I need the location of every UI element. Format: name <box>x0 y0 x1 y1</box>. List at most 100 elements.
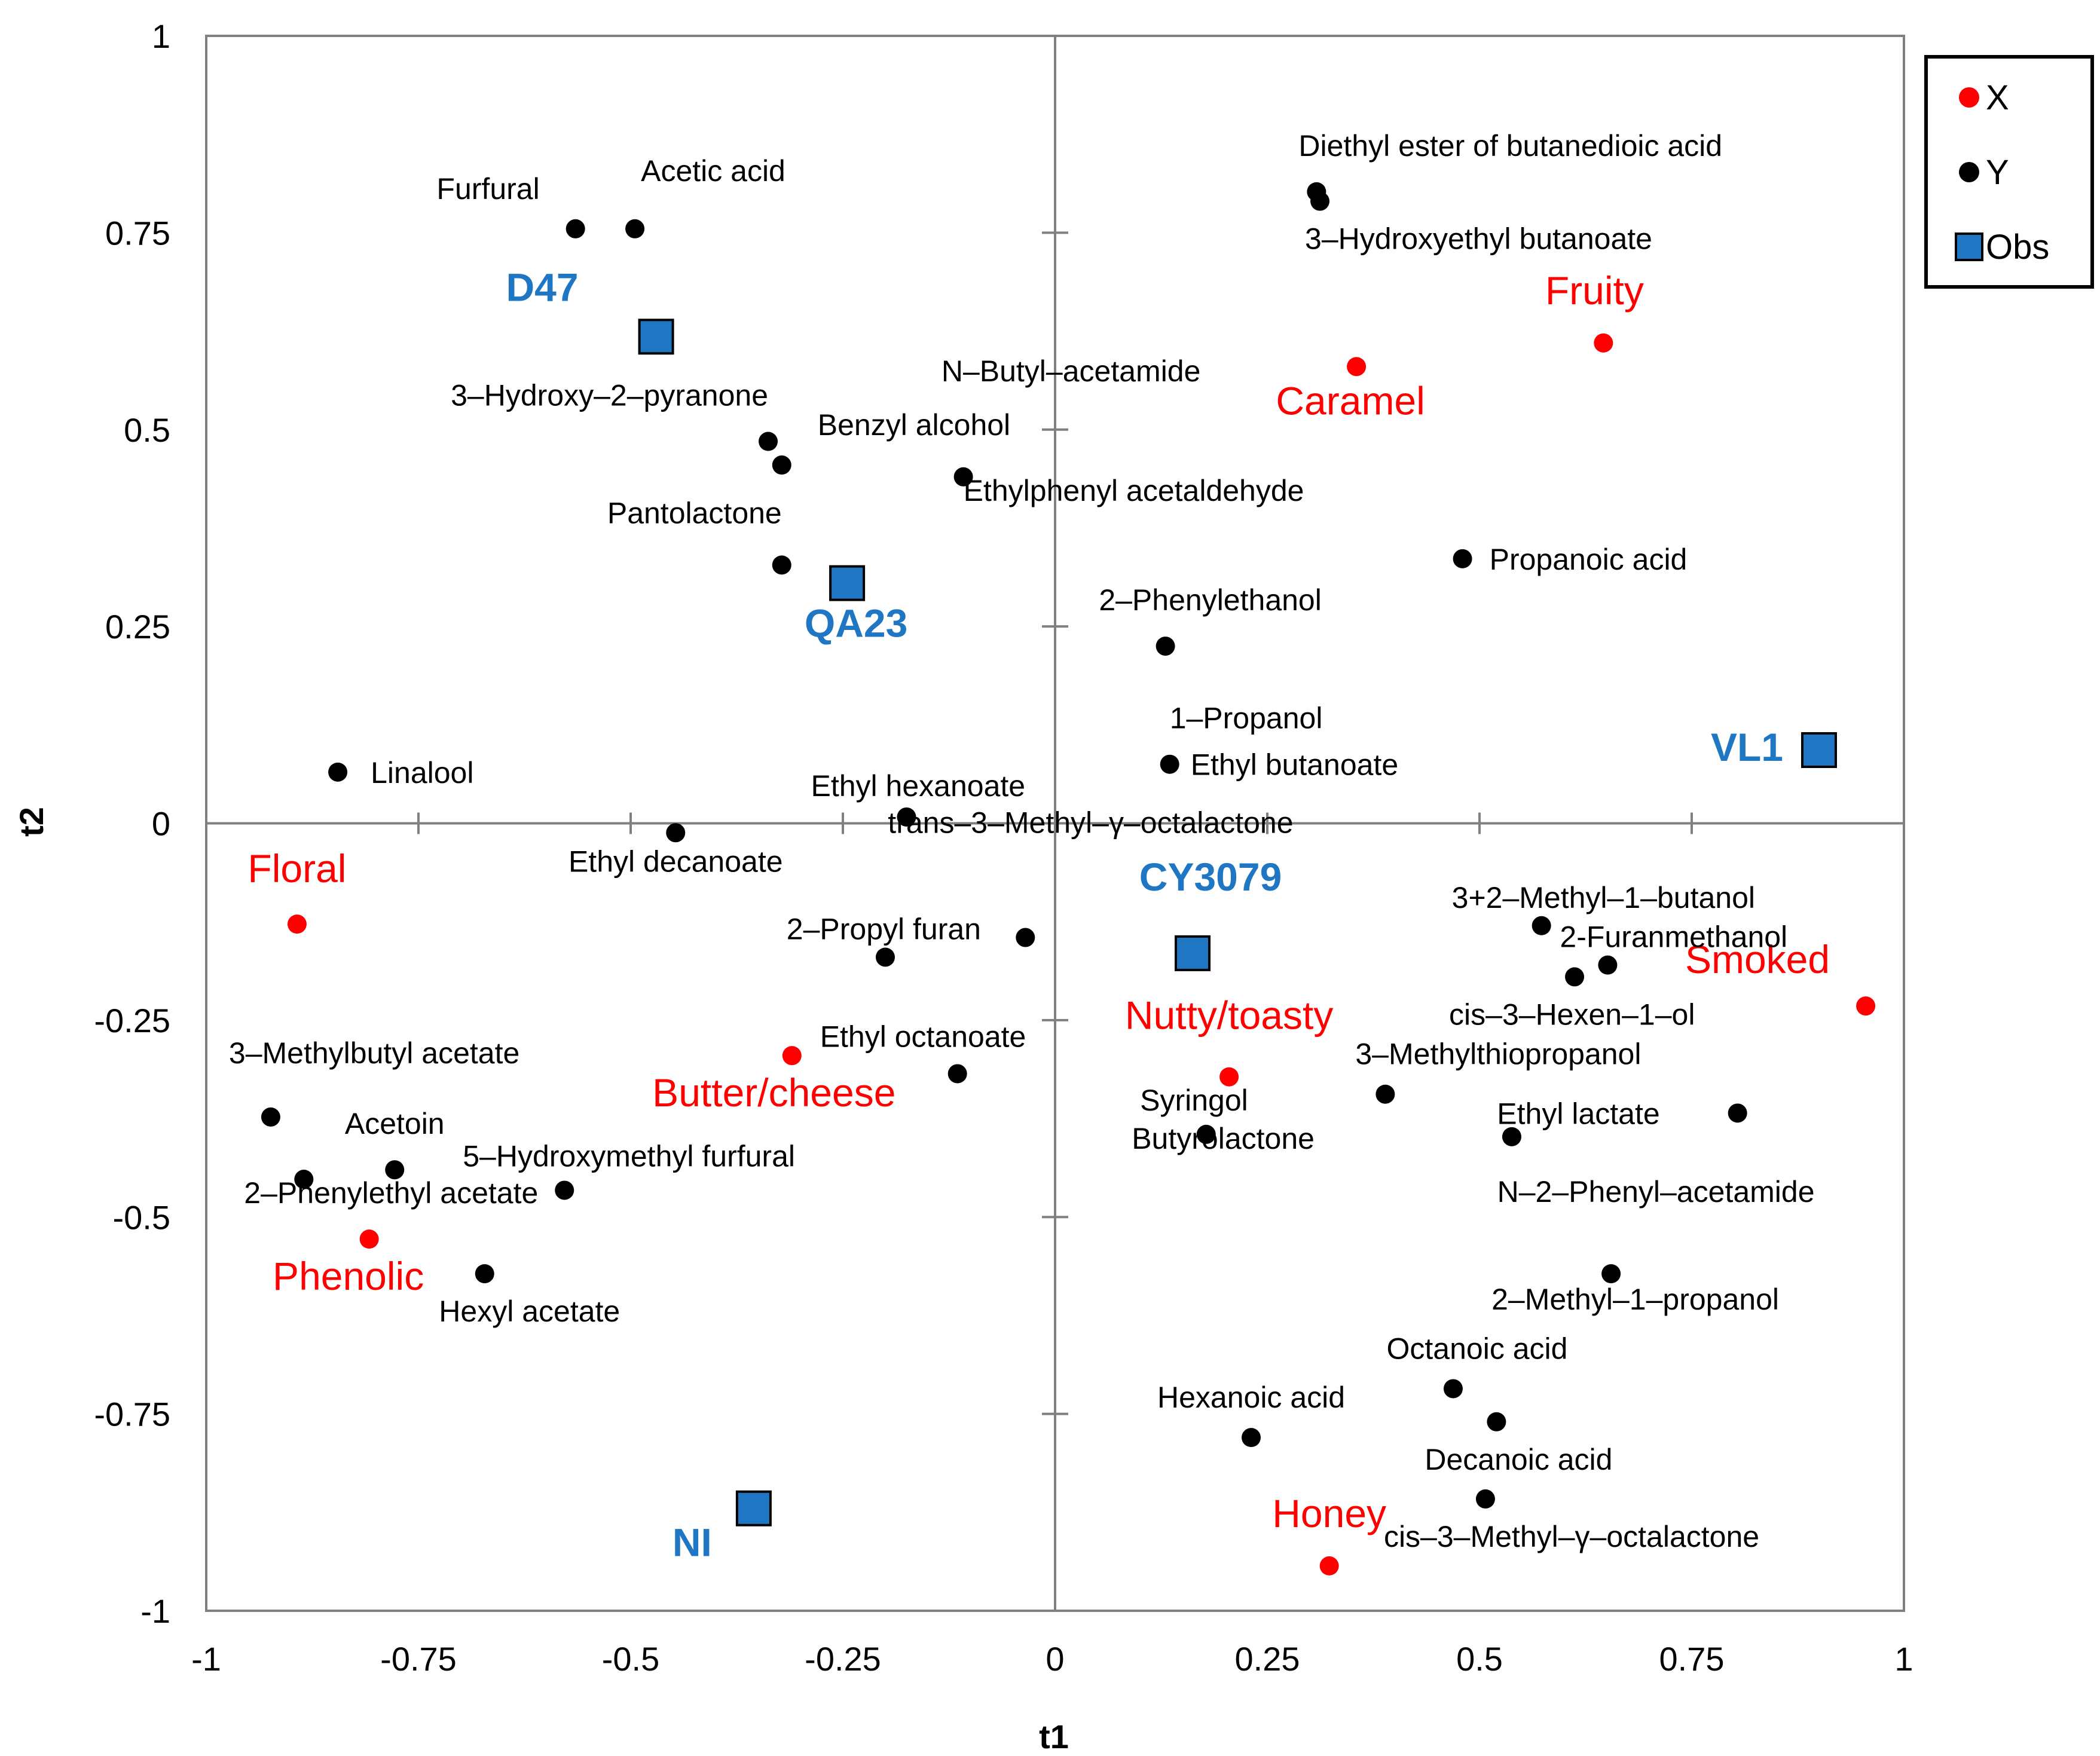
point-label-ethylphenyl-acetaldehyde: Ethylphenyl acetaldehyde <box>964 474 1304 507</box>
point-label-phenolic: Phenolic <box>273 1254 424 1298</box>
x-point-smoked <box>1856 996 1876 1016</box>
x-point-honey <box>1319 1556 1339 1575</box>
y-point-3-hydroxyethyl-butanoate <box>1310 191 1330 211</box>
ticks: -1 -0.75 -0.5 -0.25 0 0.25 0.5 0.75 1 -1 -0.75 -0.5… <box>94 17 1913 1678</box>
point-label-trans-3-methyl-octalactone: trans–3–Methyl–γ–octalactone <box>888 806 1293 840</box>
y-point-3-methylbutyl-acetate <box>261 1107 280 1127</box>
point-label-5-hydroxymethyl-furfural: 5–Hydroxymethyl furfural <box>463 1139 795 1173</box>
obs-point-ni <box>735 1490 772 1526</box>
point-label-3-2-methyl-1-butanol: 3+2–Methyl–1–butanol <box>1452 881 1755 914</box>
y-point-2-phenylethanol <box>1156 637 1175 656</box>
y-axis-title: t2 <box>13 807 50 837</box>
x-tick-label: 0 <box>1046 1640 1064 1678</box>
point-label-vl1: VL1 <box>1711 725 1783 769</box>
point-label-2-methyl-1-propanol: 2–Methyl–1–propanol <box>1491 1283 1779 1316</box>
axes <box>205 35 1905 1612</box>
point-label-octanoic-acid: Octanoic acid <box>1387 1332 1568 1365</box>
y-point-benzyl-alcohol <box>772 455 791 475</box>
point-label-n-butyl-acetamide: N–Butyl–acetamide <box>942 354 1201 388</box>
y-point-cis-3-hexen-1-ol <box>1565 967 1585 987</box>
legend-box <box>1924 55 2094 289</box>
y-point-syringol <box>1196 1124 1216 1144</box>
point-label-3-methylthiopropanol: 3–Methylthiopropanol <box>1355 1038 1641 1071</box>
y-tick-label: 0.25 <box>105 608 170 646</box>
point-label-hexanoic-acid: Hexanoic acid <box>1157 1381 1345 1414</box>
y-point-n-2-phenyl-acetamide <box>1601 1264 1621 1284</box>
point-label-3-methylbutyl-acetate: 3–Methylbutyl acetate <box>229 1036 519 1070</box>
x-point-caramel <box>1347 357 1367 377</box>
y-point-ethyl-octanoate <box>947 1064 967 1084</box>
y-point-ethyl-decanoate <box>666 823 686 843</box>
point-label-linalool: Linalool <box>371 756 473 790</box>
point-label-cis-3-hexen-1-ol: cis–3–Hexen–1–ol <box>1449 998 1695 1031</box>
point-label-ethyl-hexanoate: Ethyl hexanoate <box>811 769 1026 803</box>
point-label-floral: Floral <box>247 846 346 891</box>
y-point-decanoic-acid <box>1487 1412 1506 1431</box>
point-label-3-hydroxy-2-pyranone: 3–Hydroxy–2–pyranone <box>451 379 768 412</box>
point-label-2-phenylethanol: 2–Phenylethanol <box>1099 583 1322 617</box>
point-label-syringol: Syringol <box>1140 1084 1248 1117</box>
y-tick-label: 0.5 <box>124 411 170 449</box>
y-point-cis-3-methyl-octalactone <box>1475 1489 1495 1509</box>
x-tick-label: -1 <box>191 1640 221 1678</box>
point-label-1-propanol: 1–Propanol <box>1170 702 1323 735</box>
point-label-3-hydroxyethyl-butanoate: 3–Hydroxyethyl butanoate <box>1305 222 1652 256</box>
point-label-honey: Honey <box>1272 1491 1386 1535</box>
x-tick-label: 1 <box>1894 1640 1913 1678</box>
point-label-ethyl-lactate: Ethyl lactate <box>1497 1097 1659 1130</box>
y-point-n-butyl-acetamide <box>953 467 973 487</box>
point-label-smoked: Smoked <box>1685 937 1830 981</box>
point-label-ni: NI <box>673 1521 712 1565</box>
point-label-propanoic-acid: Propanoic acid <box>1490 543 1688 576</box>
x-tick-label: 0.75 <box>1659 1640 1725 1678</box>
x-point-floral <box>287 914 307 934</box>
obs-point-vl1 <box>1801 732 1837 768</box>
legend-marker-obs <box>1955 232 1983 261</box>
y-point-hexanoic-acid <box>1242 1428 1261 1448</box>
point-label-butter-cheese: Butter/cheese <box>652 1070 895 1115</box>
obs-point-qa23 <box>829 565 866 601</box>
y-point-propanoic-acid <box>1453 549 1472 568</box>
axis-titles: t1 t2 <box>13 807 1069 1755</box>
obs-point-d47 <box>638 319 674 355</box>
point-label-fruity: Fruity <box>1545 268 1644 313</box>
y-tick-label: 0 <box>152 805 170 843</box>
point-label-n-2-phenyl-acetamide: N–2–Phenyl–acetamide <box>1497 1175 1815 1209</box>
x-point-phenolic <box>359 1229 379 1249</box>
y-point-ethyl-hexanoate <box>897 807 916 827</box>
y-point-hexyl-acetate <box>475 1264 494 1284</box>
point-label-furfural: Furfural <box>436 172 539 206</box>
point-label-cis-3-methyl-octalactone: cis–3–Methyl–γ–octalactone <box>1384 1520 1759 1553</box>
point-label-d47: D47 <box>506 265 579 309</box>
legend-marker-x <box>1959 87 1979 108</box>
y-point-furfural <box>565 219 585 238</box>
y-point-ethyl-lactate <box>1728 1103 1747 1123</box>
x-tick-label: -0.25 <box>805 1640 881 1678</box>
y-tick-label: 0.75 <box>105 214 170 252</box>
y-tick-label: -1 <box>140 1592 170 1630</box>
point-label-acetoin: Acetoin <box>345 1107 445 1140</box>
point-label-ethyl-decanoate: Ethyl decanoate <box>568 845 783 878</box>
x-point-nutty-toasty <box>1219 1067 1239 1087</box>
y-point-butyrolactone <box>1502 1127 1521 1146</box>
point-label-2-phenylethyl-acetate: 2–Phenylethyl acetate <box>244 1176 538 1210</box>
y-point-3-methylthiopropanol <box>1375 1084 1395 1104</box>
y-point-5-hydroxymethyl-furfural <box>555 1180 574 1200</box>
point-label-qa23: QA23 <box>805 601 907 646</box>
x-axis-title: t1 <box>1039 1718 1069 1755</box>
y-point-acetic-acid <box>625 219 645 238</box>
point-label-2-propyl-furan: 2–Propyl furan <box>787 912 981 946</box>
point-label-cy3079: CY3079 <box>1139 855 1282 899</box>
legend-label-obs: Obs <box>1986 228 2049 267</box>
y-point-2-phenylethyl-acetate <box>294 1170 314 1189</box>
point-label-decanoic-acid: Decanoic acid <box>1425 1443 1612 1476</box>
x-point-butter-cheese <box>782 1046 802 1066</box>
data-marks <box>261 182 1876 1575</box>
legend: XY Obs <box>1924 55 2094 289</box>
x-tick-label: -0.5 <box>602 1640 660 1678</box>
obs-point-cy3079 <box>1175 935 1211 971</box>
legend-label-y: Y <box>1986 153 2009 192</box>
legend-label-x: X <box>1986 78 2009 117</box>
point-label-benzyl-alcohol: Benzyl alcohol <box>818 408 1010 442</box>
